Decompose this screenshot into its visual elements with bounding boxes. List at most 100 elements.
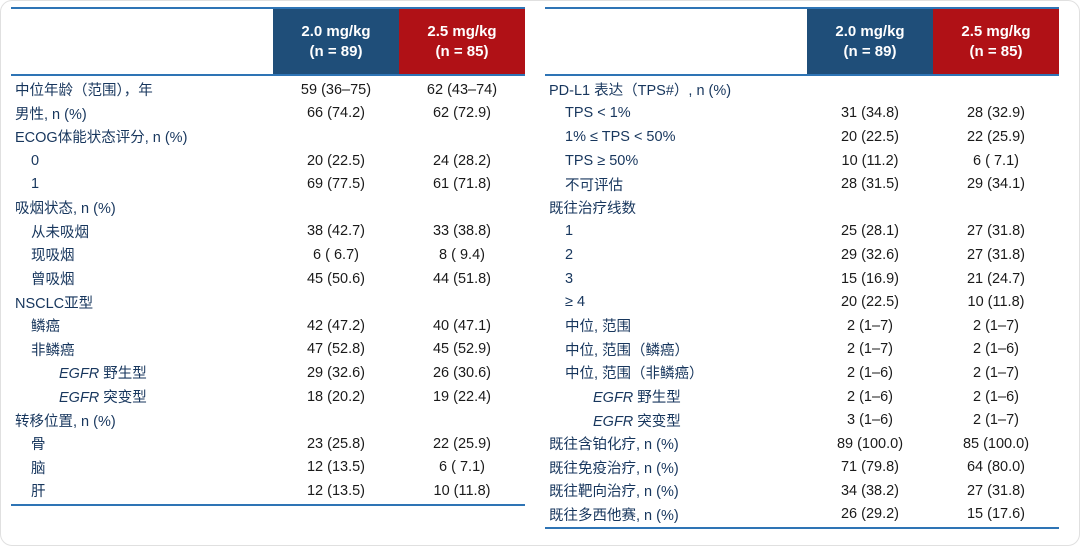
table-row: 2 29 (32.6) 27 (31.8) bbox=[545, 243, 1059, 267]
value-cell-2.0: 2 (1–6) bbox=[847, 364, 893, 381]
value-cell-2.0: 31 (34.8) bbox=[840, 105, 900, 122]
row-label: TPS < 1% bbox=[565, 105, 631, 122]
value-cell-2.0: 42 (47.2) bbox=[306, 317, 366, 334]
row-label: EGFR 突变型 bbox=[593, 413, 681, 430]
row-label: ≥ 4 bbox=[565, 294, 586, 311]
value-cell-2.5: 62 (72.9) bbox=[432, 105, 492, 122]
table-row: 既往靶向治疗, n (%) 34 (38.2) 27 (31.8) bbox=[545, 479, 1059, 503]
table-row: 非鳞癌 47 (52.8) 45 (52.9) bbox=[11, 338, 525, 362]
value-cell-2.0: 23 (25.8) bbox=[306, 435, 366, 452]
row-label: 非鳞癌 bbox=[31, 342, 75, 359]
row-label: NSCLC亚型 bbox=[15, 295, 94, 312]
table-row: 中位年龄（范围），年 59 (36–75) 62 (43–74) bbox=[11, 78, 525, 102]
table-row: TPS ≥ 50% 10 (11.2) 6 ( 7.1) bbox=[545, 149, 1059, 173]
value-cell-2.5: 45 (52.9) bbox=[432, 341, 492, 358]
table-row: NSCLC亚型 bbox=[11, 290, 525, 314]
row-label: 吸烟状态, n (%) bbox=[15, 201, 116, 218]
value-cell-2.5: 44 (51.8) bbox=[432, 270, 492, 287]
value-cell-2.5: 27 (31.8) bbox=[966, 246, 1026, 263]
row-label: EGFR 野生型 bbox=[59, 366, 147, 383]
table-row: 0 20 (22.5) 24 (28.2) bbox=[11, 149, 525, 173]
value-cell-2.5: 27 (31.8) bbox=[966, 223, 1026, 240]
table-row: 1 25 (28.1) 27 (31.8) bbox=[545, 220, 1059, 244]
table-row: EGFR 突变型 3 (1–6) 2 (1–7) bbox=[545, 408, 1059, 432]
value-cell-2.5: 6 ( 7.1) bbox=[439, 459, 485, 476]
dose-column-header-2.0: 2.0 mg/kg (n = 89) bbox=[273, 9, 399, 74]
dose-column-header-2.5: 2.5 mg/kg (n = 85) bbox=[399, 9, 525, 74]
value-cell-2.0: 2 (1–7) bbox=[847, 341, 893, 358]
row-label: PD-L1 表达（TPS#）, n (%) bbox=[549, 83, 732, 100]
row-label: 中位, 范围（鳞癌） bbox=[565, 342, 690, 359]
value-cell-2.5: 2 (1–7) bbox=[973, 412, 1019, 429]
dose-label: 2.5 mg/kg bbox=[961, 23, 1031, 40]
value-cell-2.0: 18 (20.2) bbox=[306, 388, 366, 405]
table-body: PD-L1 表达（TPS#）, n (%) TPS < 1% 31 (34.8) 28… bbox=[545, 76, 1059, 527]
table-row: 1 69 (77.5) 61 (71.8) bbox=[11, 172, 525, 196]
treatment-history-table: 2.0 mg/kg (n = 89) 2.5 mg/kg (n = 85) PD-L1 … bbox=[545, 7, 1059, 530]
value-cell-2.0: 6 ( 6.7) bbox=[313, 246, 359, 263]
value-cell-2.0: 20 (22.5) bbox=[840, 294, 900, 311]
dose-n-count: (n = 89) bbox=[309, 43, 363, 60]
value-cell-2.0: 20 (22.5) bbox=[840, 128, 900, 145]
row-label: 3 bbox=[565, 270, 574, 287]
table-row: 鳞癌 42 (47.2) 40 (47.1) bbox=[11, 314, 525, 338]
row-label: 1 bbox=[565, 223, 574, 240]
dose-column-header-2.0: 2.0 mg/kg (n = 89) bbox=[807, 9, 933, 74]
value-cell-2.0: 29 (32.6) bbox=[840, 246, 900, 263]
table-row: 既往治疗线数 bbox=[545, 196, 1059, 220]
dose-label: 2.0 mg/kg bbox=[835, 23, 905, 40]
row-label: EGFR 突变型 bbox=[59, 390, 147, 407]
value-cell-2.0: 38 (42.7) bbox=[306, 223, 366, 240]
value-cell-2.5: 15 (17.6) bbox=[966, 506, 1026, 523]
value-cell-2.5: 6 ( 7.1) bbox=[973, 152, 1019, 169]
table-row: PD-L1 表达（TPS#）, n (%) bbox=[545, 78, 1059, 102]
value-cell-2.0: 71 (79.8) bbox=[840, 459, 900, 476]
value-cell-2.5: 24 (28.2) bbox=[432, 152, 492, 169]
value-cell-2.0: 66 (74.2) bbox=[306, 105, 366, 122]
table-row: 中位, 范围 2 (1–7) 2 (1–7) bbox=[545, 314, 1059, 338]
value-cell-2.5: 26 (30.6) bbox=[432, 364, 492, 381]
row-label: TPS ≥ 50% bbox=[565, 152, 639, 169]
table-row: 既往含铂化疗, n (%) 89 (100.0) 85 (100.0) bbox=[545, 432, 1059, 456]
row-label: 1% ≤ TPS < 50% bbox=[565, 128, 676, 145]
value-cell-2.0: 2 (1–6) bbox=[847, 388, 893, 405]
row-label: EGFR 野生型 bbox=[593, 390, 681, 407]
value-cell-2.0: 69 (77.5) bbox=[306, 176, 366, 193]
row-label: 既往含铂化疗, n (%) bbox=[549, 437, 679, 454]
value-cell-2.0: 12 (13.5) bbox=[306, 459, 366, 476]
value-cell-2.0: 29 (32.6) bbox=[306, 364, 366, 381]
value-cell-2.5: 40 (47.1) bbox=[432, 317, 492, 334]
table-body: 中位年龄（范围），年 59 (36–75) 62 (43–74) 男性, n (%) 6… bbox=[11, 76, 525, 504]
dose-label: 2.5 mg/kg bbox=[427, 23, 497, 40]
row-label: 鳞癌 bbox=[31, 319, 60, 336]
dose-n-count: (n = 85) bbox=[969, 43, 1023, 60]
table-row: 不可评估 28 (31.5) 29 (34.1) bbox=[545, 172, 1059, 196]
value-cell-2.5: 2 (1–7) bbox=[973, 317, 1019, 334]
table-row: EGFR 野生型 29 (32.6) 26 (30.6) bbox=[11, 361, 525, 385]
dose-n-count: (n = 85) bbox=[435, 43, 489, 60]
value-cell-2.0: 34 (38.2) bbox=[840, 482, 900, 499]
value-cell-2.0: 2 (1–7) bbox=[847, 317, 893, 334]
value-cell-2.5: 21 (24.7) bbox=[966, 270, 1026, 287]
row-label: 中位, 范围 bbox=[565, 319, 632, 336]
row-label: 中位, 范围（非鳞癌） bbox=[565, 366, 704, 383]
row-label: 不可评估 bbox=[565, 177, 623, 194]
value-cell-2.0: 20 (22.5) bbox=[306, 152, 366, 169]
row-label: 现吸烟 bbox=[31, 248, 75, 265]
table-row: EGFR 突变型 18 (20.2) 19 (22.4) bbox=[11, 385, 525, 409]
row-label: 1 bbox=[31, 176, 40, 193]
table-row: 肝 12 (13.5) 10 (11.8) bbox=[11, 479, 525, 503]
table-header: 2.0 mg/kg (n = 89) 2.5 mg/kg (n = 85) bbox=[11, 9, 525, 76]
dose-n-count: (n = 89) bbox=[843, 43, 897, 60]
row-label: 既往多西他赛, n (%) bbox=[549, 507, 679, 524]
table-row: EGFR 野生型 2 (1–6) 2 (1–6) bbox=[545, 385, 1059, 409]
value-cell-2.5: 27 (31.8) bbox=[966, 482, 1026, 499]
table-row: 吸烟状态, n (%) bbox=[11, 196, 525, 220]
value-cell-2.0: 45 (50.6) bbox=[306, 270, 366, 287]
row-label: 既往靶向治疗, n (%) bbox=[549, 484, 679, 501]
row-label: ECOG体能状态评分, n (%) bbox=[15, 130, 188, 147]
row-label: 曾吸烟 bbox=[31, 272, 75, 289]
row-label: 中位年龄（范围），年 bbox=[15, 83, 153, 100]
header-spacer bbox=[545, 9, 807, 74]
value-cell-2.0: 25 (28.1) bbox=[840, 223, 900, 240]
